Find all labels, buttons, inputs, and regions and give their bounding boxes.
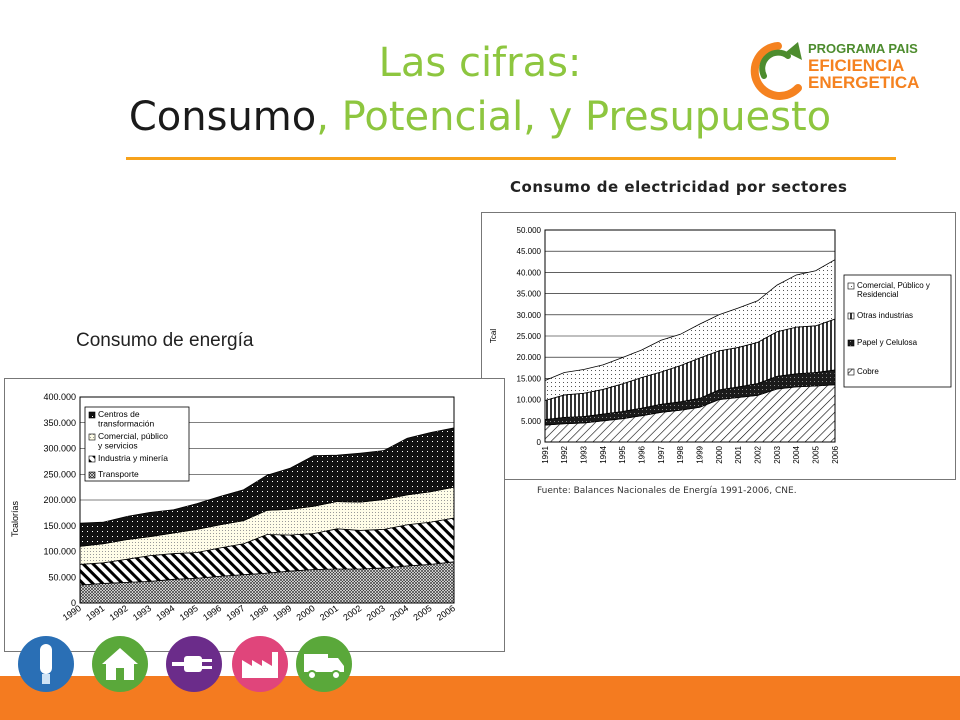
legend-swatch (88, 433, 96, 441)
x-tick-label: 1997 (657, 445, 666, 463)
legend-label-cobre: Cobre (857, 367, 879, 376)
legend-swatch (847, 312, 855, 320)
x-tick-label: 2003 (773, 445, 782, 463)
legend-swatch (88, 455, 96, 463)
plot-border (79, 396, 455, 604)
y-tick-label: 400.000 (43, 392, 76, 402)
y-axis-label: Tcalorías (10, 500, 20, 537)
y-tick-label: 300.000 (43, 444, 76, 454)
y-tick-label: 10.000 (517, 396, 542, 405)
x-tick-label: 1993 (131, 603, 153, 623)
energy-chart-title: Consumo de energía (76, 330, 254, 351)
y-tick-label: 200.000 (43, 495, 76, 505)
logo-line2: EFICIENCIA (808, 56, 905, 75)
x-tick-label: 1998 (676, 445, 685, 463)
logo-emblem-icon (750, 42, 802, 100)
legend-label-industria-y-mineria: Industria y minería (98, 453, 168, 463)
y-tick-label: 40.000 (517, 268, 542, 277)
x-tick-label: 2001 (734, 445, 743, 463)
energy-chart-frame: 0 50.000 100.000 150.000 200.000 250.000 300.0… (4, 378, 505, 652)
electricity-chart-frame: 0 5.000 10.000 15.000 20.000 25.000 30.000 35.0… (481, 212, 956, 480)
x-tick-label: 1992 (560, 445, 569, 463)
legend-label-transporte: Transporte (98, 469, 139, 479)
factory-icon (232, 636, 288, 692)
x-tick-label: 1993 (579, 445, 588, 463)
legend-box (843, 274, 952, 388)
x-tick-label: 1995 (178, 603, 200, 623)
legend-swatch (88, 411, 96, 419)
legend-label-otras-industrias: Otras industrias (857, 311, 913, 320)
x-tick-label: 1992 (108, 603, 130, 623)
legend-swatch (847, 339, 855, 347)
x-tick-label: 1996 (201, 603, 223, 623)
lightbulb-icon (18, 636, 74, 692)
x-tick-label: 1997 (224, 603, 246, 623)
x-tick-label: 1991 (541, 445, 550, 463)
x-tick-label: 1995 (618, 445, 627, 463)
legend-label-centros-de-transformacion: Centros de transformación (98, 409, 154, 429)
legend-box (84, 406, 190, 482)
title-rest: , Potencial, y Presupuesto (316, 94, 832, 140)
source-note: Fuente: Balances Nacionales de Energía 1… (537, 486, 797, 496)
y-axis-label: Tcal (489, 329, 498, 343)
x-tick-label: 1999 (695, 445, 704, 463)
x-tick-label: 2006 (831, 445, 840, 463)
y-tick-label: 150.000 (43, 521, 76, 531)
x-tick-label: 1990 (61, 603, 83, 623)
y-tick-label: 100.000 (43, 547, 76, 557)
y-tick-label: 350.000 (43, 418, 76, 428)
x-tick-label: 2002 (341, 603, 363, 623)
plug-icon (166, 636, 222, 692)
y-tick-label: 35.000 (517, 290, 542, 299)
x-tick-label: 1998 (248, 603, 270, 623)
legend-swatch (847, 368, 855, 376)
y-tick-label: 50.000 (48, 572, 76, 582)
y-tick-label: 45.000 (517, 247, 542, 256)
logo-line1: PROGRAMA PAIS (808, 41, 918, 56)
x-tick-label: 2003 (365, 603, 387, 623)
x-tick-label: 2006 (435, 603, 457, 623)
x-tick-label: 2005 (811, 445, 820, 463)
truck-icon (296, 636, 352, 692)
title-underline (126, 157, 896, 160)
x-tick-label: 2001 (318, 603, 340, 623)
y-tick-label: 50.000 (517, 226, 542, 235)
x-tick-label: 2005 (411, 603, 433, 623)
legend-swatch (847, 282, 855, 290)
x-tick-label: 2002 (753, 445, 762, 463)
x-tick-label: 2000 (295, 603, 317, 623)
legend-label-papel-y-celulosa: Papel y Celulosa (857, 338, 918, 347)
legend-label-comercial-publico-y-residencial: Comercial, Público y Residencial (857, 281, 930, 299)
x-tick-label: 2004 (388, 603, 410, 623)
electricity-chart: 0 5.000 10.000 15.000 20.000 25.000 30.000 35.0… (489, 226, 952, 464)
y-tick-label: 20.000 (517, 353, 542, 362)
y-tick-label: 5.000 (521, 417, 542, 426)
x-tick-label: 2000 (715, 445, 724, 463)
y-tick-label: 0 (71, 598, 76, 608)
energy-chart: 0 50.000 100.000 150.000 200.000 250.000 300.0… (10, 392, 457, 623)
legend-label-comercial-publico-y-servicios: Comercial, público y servicios (98, 431, 168, 451)
page-title-line1: Las cifras: (378, 40, 582, 86)
footer-bar (0, 676, 960, 720)
y-tick-label: 15.000 (517, 374, 542, 383)
x-tick-label: 1994 (599, 445, 608, 463)
title-word-consumo: Consumo (128, 94, 317, 140)
logo-line3: ENERGETICA (808, 73, 920, 92)
y-tick-label: 25.000 (517, 332, 542, 341)
plot-border (544, 229, 836, 443)
y-tick-label: 250.000 (43, 469, 76, 479)
logo-text: PROGRAMA PAIS EFICIENCIA ENERGETICA (808, 40, 919, 91)
page-title-line2: Consumo, Potencial, y Presupuesto (0, 94, 960, 140)
x-tick-label: 1996 (637, 445, 646, 463)
x-tick-label: 1991 (84, 603, 106, 623)
house-icon (92, 636, 148, 692)
legend-swatch (88, 471, 96, 479)
x-tick-label: 2004 (792, 445, 801, 463)
y-tick-label: 0 (537, 438, 542, 447)
electricity-chart-title: Consumo de electricidad por sectores (510, 178, 848, 196)
y-tick-label: 30.000 (517, 311, 542, 320)
x-tick-label: 1994 (154, 603, 176, 623)
x-tick-label: 1999 (271, 603, 293, 623)
